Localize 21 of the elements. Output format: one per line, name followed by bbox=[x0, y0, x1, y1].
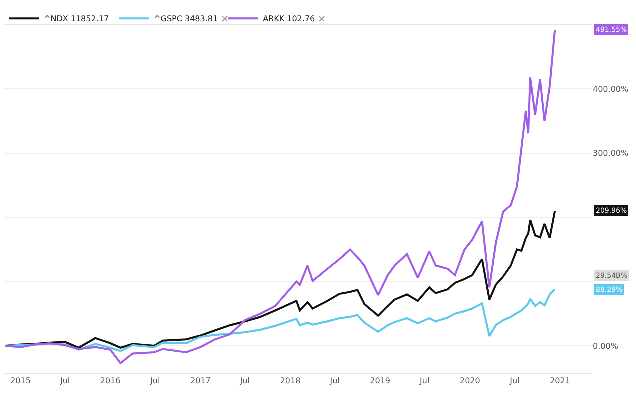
legend-label: ^NDX 11852.17 bbox=[44, 14, 110, 24]
y-tick-label: 0.00% bbox=[593, 342, 619, 351]
y-tick-label: 300.00% bbox=[593, 149, 629, 158]
y-tick-label: 400.00% bbox=[593, 85, 629, 94]
x-tick-label: Jul bbox=[509, 376, 520, 386]
x-tick-label: 2016 bbox=[100, 376, 121, 386]
x-tick-label: Jul bbox=[150, 376, 160, 386]
x-tick-label: 2020 bbox=[460, 376, 480, 386]
x-tick-label: 2021 bbox=[550, 376, 570, 386]
line-series bbox=[4, 288, 556, 352]
x-tick-label: 2017 bbox=[190, 376, 211, 386]
x-tick-label: Jul bbox=[59, 376, 70, 386]
x-tick-label: 2019 bbox=[370, 376, 391, 386]
x-tick-label: Jul bbox=[329, 376, 340, 386]
line-series bbox=[4, 29, 556, 364]
legend-label: ARKK 102.76 bbox=[263, 14, 316, 24]
x-tick-label: Jul bbox=[419, 376, 430, 386]
x-tick-label: 2018 bbox=[280, 376, 301, 386]
legend-label: ^GSPC 3483.81 bbox=[154, 14, 218, 24]
x-tick-label: Jul bbox=[239, 376, 250, 386]
x-tick-label: 2015 bbox=[10, 376, 31, 386]
